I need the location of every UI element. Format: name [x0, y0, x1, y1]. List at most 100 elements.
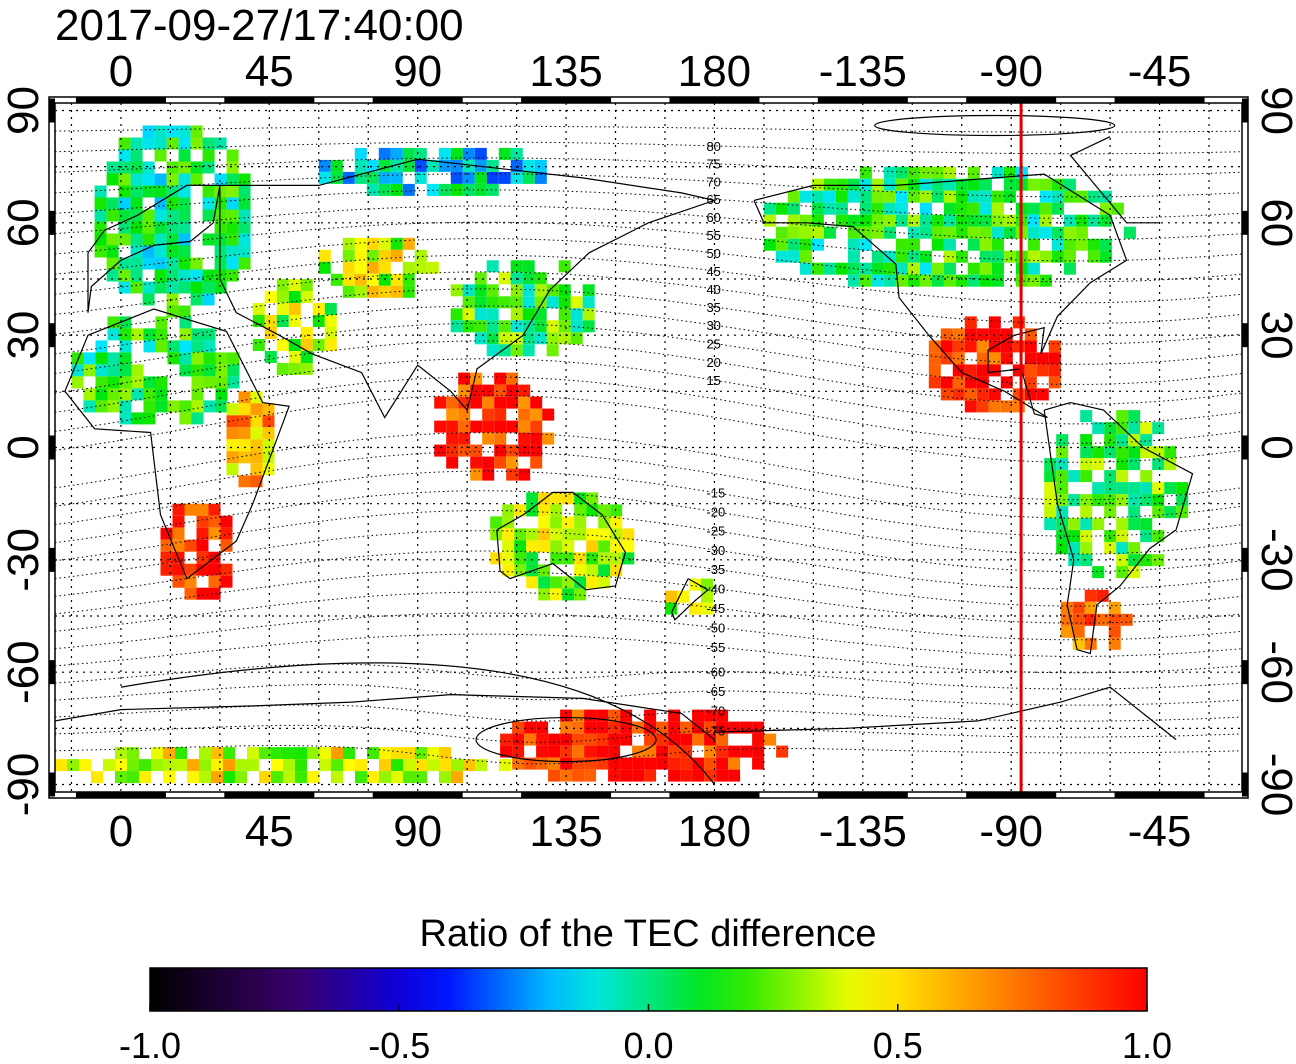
magnetic-latitude-line: [55, 238, 1242, 283]
tec-cell: [226, 451, 239, 464]
magnetic-latitude-lines: [55, 114, 1242, 785]
tec-cell: [458, 408, 471, 421]
tec-cell: [271, 771, 283, 784]
tec-cell: [1116, 470, 1129, 483]
tec-cell: [226, 197, 239, 210]
tec-cell: [482, 396, 495, 409]
tec-cell: [154, 149, 167, 162]
tec-cell: [895, 238, 908, 251]
tec-cell: [131, 412, 144, 425]
tec-cell: [439, 747, 451, 760]
tec-cell: [574, 528, 587, 541]
tec-cell: [1152, 554, 1165, 567]
magnetic-latitude-label: -15: [706, 486, 725, 501]
tec-cell: [474, 296, 487, 309]
tec-cell: [252, 315, 265, 327]
tec-cell: [226, 427, 239, 440]
tec-cell: [482, 432, 495, 445]
tec-cell: [847, 178, 860, 191]
tec-cell: [871, 190, 884, 203]
tec-cell: [967, 202, 980, 215]
tec-cell: [295, 759, 307, 772]
tec-cell: [354, 237, 367, 250]
tec-cell: [991, 166, 1004, 179]
tec-cell: [187, 771, 199, 784]
tec-cell: [598, 504, 611, 517]
tec-cell: [107, 364, 120, 377]
tec-cell: [191, 328, 204, 341]
tec-cell: [1164, 446, 1177, 459]
tec-cell: [474, 272, 487, 285]
tec-cell: [1080, 470, 1093, 483]
tec-cell: [506, 456, 519, 469]
tec-cell: [118, 257, 131, 270]
tec-cell: [931, 262, 944, 275]
tec-cell: [414, 261, 427, 274]
tec-cell: [131, 376, 144, 389]
tec-cell: [474, 320, 487, 333]
tec-cell: [510, 320, 523, 333]
tec-cell: [196, 539, 209, 552]
tec-cell: [514, 504, 527, 517]
tec-cell: [1099, 214, 1112, 227]
tec-cell: [572, 769, 585, 782]
tec-cell: [919, 262, 932, 275]
tec-cell: [514, 528, 527, 541]
frame-tick: [49, 435, 55, 460]
tec-cell: [952, 340, 965, 353]
tec-cell: [190, 269, 203, 282]
tec-cell: [574, 576, 587, 589]
tec-cell: [572, 757, 585, 770]
tec-cell: [931, 178, 944, 191]
tec-cell: [871, 202, 884, 215]
tec-cell: [976, 400, 989, 413]
y-tick-label: 60: [0, 198, 48, 247]
tec-cell: [1116, 446, 1129, 459]
tec-cell: [191, 340, 204, 353]
tec-cell: [166, 125, 179, 138]
tec-cell: [482, 468, 495, 481]
tec-cell: [548, 769, 561, 782]
tec-cell: [1104, 446, 1117, 459]
tec-cell: [1024, 376, 1037, 389]
y-tick-label: 0: [1252, 435, 1296, 459]
tec-cell: [458, 372, 471, 385]
tec-cell: [166, 137, 179, 150]
tec-cell: [518, 408, 531, 421]
tec-cell: [570, 320, 583, 333]
tec-cell: [632, 745, 645, 758]
tec-cell: [166, 269, 179, 282]
tec-cell: [943, 226, 956, 239]
tec-cell: [179, 412, 192, 425]
tec-cell: [586, 504, 599, 517]
tec-cell: [482, 420, 495, 433]
tec-cell: [871, 226, 884, 239]
frame-tick: [75, 97, 166, 103]
tec-cell: [276, 363, 289, 375]
tec-cell: [1116, 542, 1129, 555]
magnetic-latitude-label: -20: [706, 505, 725, 520]
tec-cell: [1039, 226, 1052, 239]
tec-cell: [208, 575, 221, 588]
tec-cell: [1120, 613, 1133, 626]
colorbar-ticks: -1.0 -0.5 0.0 0.5 1.0: [119, 1004, 1172, 1064]
tec-cell: [1024, 352, 1037, 365]
tec-cell: [118, 161, 131, 174]
tec-cell: [598, 552, 611, 565]
tec-cell: [378, 183, 391, 196]
magnetic-latitude-line: [55, 663, 1242, 690]
tec-cell: [79, 759, 91, 772]
tec-cell: [288, 351, 301, 363]
tec-cell: [955, 250, 968, 263]
tec-cell: [775, 238, 788, 251]
tec-cell: [538, 516, 551, 529]
tec-cell: [106, 173, 119, 186]
tec-cell: [574, 564, 587, 577]
tec-cell: [704, 733, 717, 746]
tec-cell: [500, 733, 513, 746]
tec-cell: [366, 237, 379, 250]
tec-cell: [522, 159, 535, 172]
tec-cell: [94, 245, 107, 258]
tec-cell: [919, 274, 932, 287]
tec-cell: [1152, 482, 1165, 495]
